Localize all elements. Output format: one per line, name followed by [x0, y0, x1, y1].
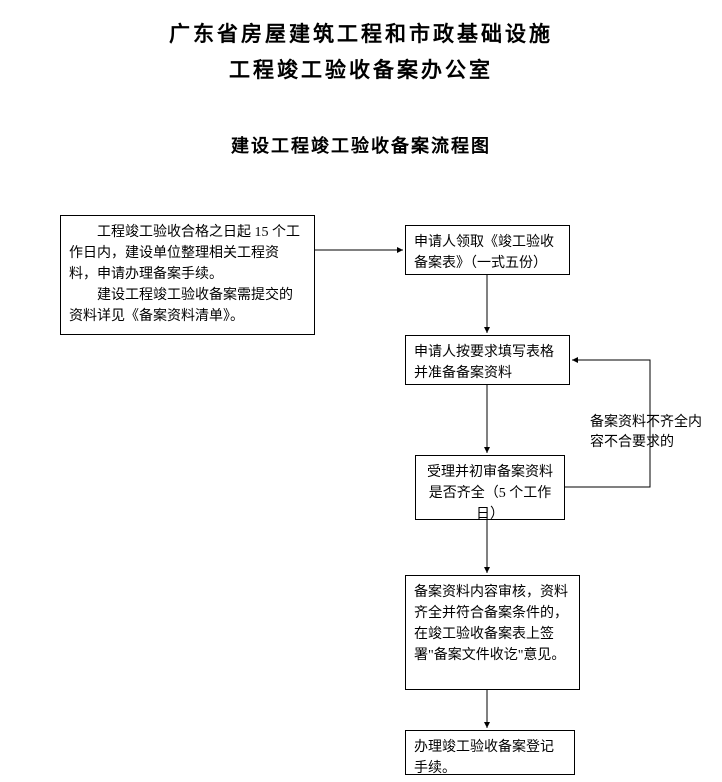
node-receive-form: 申请人领取《竣工验收备案表》（一式五份）	[405, 225, 570, 275]
page-header-line2: 工程竣工验收备案办公室	[0, 48, 722, 84]
node-start-para2: 建设工程竣工验收备案需提交的资料详见《备案资料清单》。	[69, 285, 306, 327]
node-register: 办理竣工验收备案登记手续。	[405, 730, 575, 775]
node-fill-form: 申请人按要求填写表格并准备备案资料	[405, 335, 570, 385]
node-start-para1: 工程竣工验收合格之日起 15 个工作日内，建设单位整理相关工程资料，申请办理备案…	[69, 222, 306, 285]
node-approve: 备案资料内容审核，资料齐全并符合备案条件的，在竣工验收备案表上签署"备案文件收讫…	[405, 575, 580, 690]
node-start: 工程竣工验收合格之日起 15 个工作日内，建设单位整理相关工程资料，申请办理备案…	[60, 215, 315, 335]
node-review: 受理并初审备案资料是否齐全（5 个工作日）	[415, 455, 565, 520]
label-incomplete: 备案资料不齐全内容不合要求的	[590, 413, 715, 452]
flowchart-title: 建设工程竣工验收备案流程图	[0, 84, 722, 158]
page-header-line1: 广东省房屋建筑工程和市政基础设施	[0, 0, 722, 48]
